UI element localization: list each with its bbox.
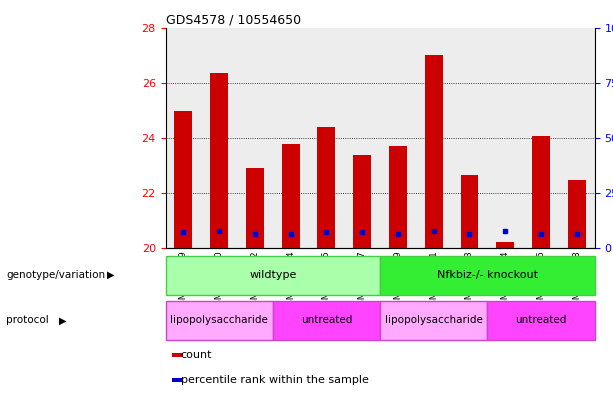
Bar <box>416 28 452 248</box>
Bar <box>308 28 345 248</box>
Bar <box>166 28 201 248</box>
Text: percentile rank within the sample: percentile rank within the sample <box>181 375 368 385</box>
Bar <box>559 28 595 248</box>
Bar <box>166 301 273 340</box>
Bar <box>201 28 237 248</box>
Bar <box>425 55 443 248</box>
Bar <box>282 144 300 248</box>
Text: lipopolysaccharide: lipopolysaccharide <box>170 315 268 325</box>
Bar <box>353 155 371 248</box>
Bar <box>318 127 335 248</box>
Bar <box>175 112 192 248</box>
Bar <box>210 73 228 248</box>
Bar <box>237 28 273 248</box>
Text: untreated: untreated <box>516 315 566 325</box>
Text: count: count <box>181 350 212 360</box>
Text: lipopolysaccharide: lipopolysaccharide <box>385 315 482 325</box>
Text: GDS4578 / 10554650: GDS4578 / 10554650 <box>166 13 300 26</box>
Bar <box>172 378 183 382</box>
Text: untreated: untreated <box>301 315 352 325</box>
Bar <box>345 28 380 248</box>
Bar <box>487 28 523 248</box>
Bar <box>389 146 407 248</box>
Bar <box>380 28 416 248</box>
Text: Nfkbiz-/- knockout: Nfkbiz-/- knockout <box>437 270 538 280</box>
Text: wildtype: wildtype <box>249 270 297 280</box>
Bar <box>460 175 478 248</box>
Text: ▶: ▶ <box>59 315 67 325</box>
Bar <box>532 136 550 248</box>
Bar <box>273 28 308 248</box>
Bar <box>380 301 487 340</box>
Bar <box>497 242 514 248</box>
Bar <box>166 255 380 295</box>
Bar <box>246 168 264 248</box>
Bar <box>452 28 487 248</box>
Text: genotype/variation: genotype/variation <box>6 270 105 280</box>
Bar <box>523 28 559 248</box>
Text: protocol: protocol <box>6 315 49 325</box>
Text: ▶: ▶ <box>107 270 115 280</box>
Bar <box>172 353 183 357</box>
Bar <box>568 180 585 248</box>
Bar <box>273 301 380 340</box>
Bar <box>487 301 595 340</box>
Bar <box>380 255 595 295</box>
